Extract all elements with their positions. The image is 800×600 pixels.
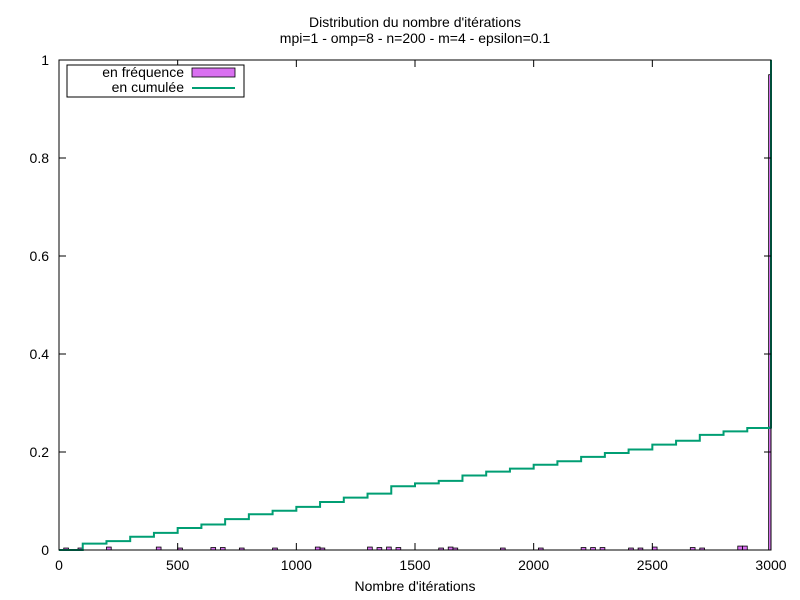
x-tick-label-3: 1500 — [399, 557, 430, 573]
chart-title: Distribution du nombre d'itérations — [309, 14, 521, 30]
legend-label-frequency: en fréquence — [102, 64, 184, 80]
y-tick-label-0: 0 — [41, 542, 49, 558]
frequency-bar — [742, 545, 748, 551]
y-tick-label-3: 0.6 — [30, 248, 50, 264]
legend-swatch-frequency — [191, 67, 236, 78]
y-tick-label-1: 0.2 — [30, 444, 50, 460]
x-tick-label-4: 2000 — [518, 557, 549, 573]
x-tick-label-6: 3000 — [755, 557, 786, 573]
frequency-bars — [63, 74, 772, 551]
frequency-bar — [737, 545, 743, 551]
cumulative-line — [59, 60, 772, 551]
y-tick-label-5: 1 — [41, 52, 49, 68]
x-tick-label-2: 1000 — [281, 557, 312, 573]
chart-subtitle: mpi=1 - omp=8 - n=200 - m=4 - epsilon=0.… — [280, 30, 551, 46]
legend-label-cumulative: en cumulée — [112, 79, 185, 95]
y-tick-label-4: 0.8 — [30, 150, 50, 166]
x-tick-label-1: 500 — [166, 557, 190, 573]
plot-frame — [58, 59, 772, 551]
x-tick-label-0: 0 — [55, 557, 63, 573]
x-tick-label-5: 2500 — [637, 557, 668, 573]
x-axis-label: Nombre d'itérations — [355, 578, 476, 594]
y-tick-label-2: 0.4 — [30, 346, 50, 362]
cumulative-line-group — [59, 60, 772, 551]
axis-ticks: 0 500 1000 1500 2000 2500 3000 0 0.2 0.4 0.6 0.8 1 — [30, 52, 787, 573]
